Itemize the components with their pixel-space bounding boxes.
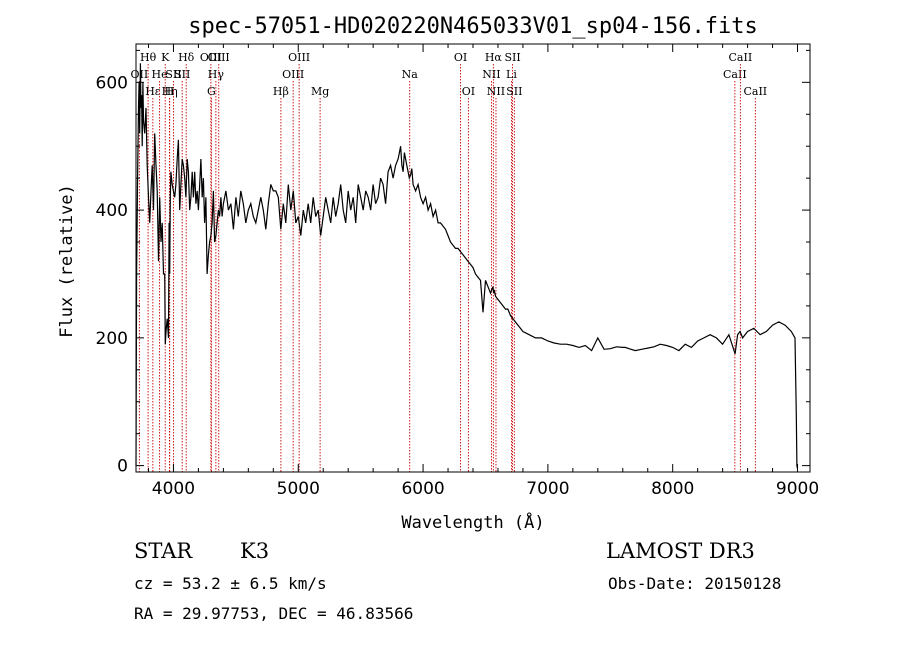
obs-date: Obs-Date: 20150128 xyxy=(608,574,782,593)
marker-label: Hβ xyxy=(273,85,289,98)
marker-label: Hδ xyxy=(178,51,195,64)
y-axis-label: Flux (relative) xyxy=(57,184,77,338)
x-tick-label: 5000 xyxy=(277,479,320,499)
y-axis-ticks: 0 200 400 600 xyxy=(96,49,810,477)
marker-label: Hθ xyxy=(140,51,157,64)
object-class: STAR xyxy=(134,539,193,563)
x-axis-label: Wavelength (Å) xyxy=(401,511,544,533)
spectrum-line xyxy=(135,63,799,469)
marker-label: Hε xyxy=(145,85,161,98)
marker-label: Hα xyxy=(485,51,503,64)
survey-name: LAMOST DR3 xyxy=(606,539,755,563)
x-tick-label: 9000 xyxy=(776,479,819,499)
spectrum-series xyxy=(135,63,799,469)
line-markers: OIIHθHεHeKHηSIIHHδSIIOIIIHγGOIIIHβOIIIOI… xyxy=(131,51,767,472)
marker-label: NII xyxy=(482,68,500,81)
y-tick-label: 200 xyxy=(96,329,128,349)
marker-label: CaII xyxy=(729,51,753,64)
coordinates: RA = 29.97753, DEC = 46.83566 xyxy=(134,604,414,623)
marker-label: OII xyxy=(131,68,149,81)
y-tick-label: 0 xyxy=(117,457,128,477)
marker-label: OIII xyxy=(288,51,310,64)
x-tick-label: 4000 xyxy=(152,479,195,499)
marker-label: SII xyxy=(506,85,522,98)
y-tick-label: 600 xyxy=(96,73,128,93)
x-tick-label: 8000 xyxy=(651,479,694,499)
marker-label: G xyxy=(207,85,216,98)
marker-label: CaII xyxy=(743,85,767,98)
marker-label: OI xyxy=(462,85,475,98)
plot-frame xyxy=(135,43,811,473)
marker-label: K xyxy=(161,51,170,64)
marker-label: Hγ xyxy=(208,68,225,81)
marker-label: OI xyxy=(454,51,467,64)
marker-label: SII xyxy=(174,68,190,81)
marker-label: H xyxy=(165,85,175,98)
marker-label: OIII xyxy=(282,68,304,81)
redshift-line: cz = 53.2 ± 6.5 km/s xyxy=(134,574,327,593)
x-tick-label: 7000 xyxy=(526,479,569,499)
marker-label: He xyxy=(152,68,168,81)
marker-label: CaII xyxy=(723,68,747,81)
x-tick-label: 6000 xyxy=(401,479,444,499)
marker-label: SII xyxy=(504,51,520,64)
marker-label: Na xyxy=(402,68,419,81)
subclass: K3 xyxy=(240,539,270,563)
marker-label: SII xyxy=(165,68,181,81)
marker-label: Li xyxy=(506,68,517,81)
chart-title: spec-57051-HD020220N465033V01_sp04-156.f… xyxy=(188,14,758,39)
y-tick-label: 400 xyxy=(96,201,128,221)
marker-label: OIII xyxy=(200,51,222,64)
x-axis-ticks: 4000 5000 6000 7000 8000 9000 xyxy=(147,44,819,499)
marker-label: NII xyxy=(487,85,505,98)
marker-label: OIII xyxy=(208,51,230,64)
marker-label: Mg xyxy=(311,85,329,98)
